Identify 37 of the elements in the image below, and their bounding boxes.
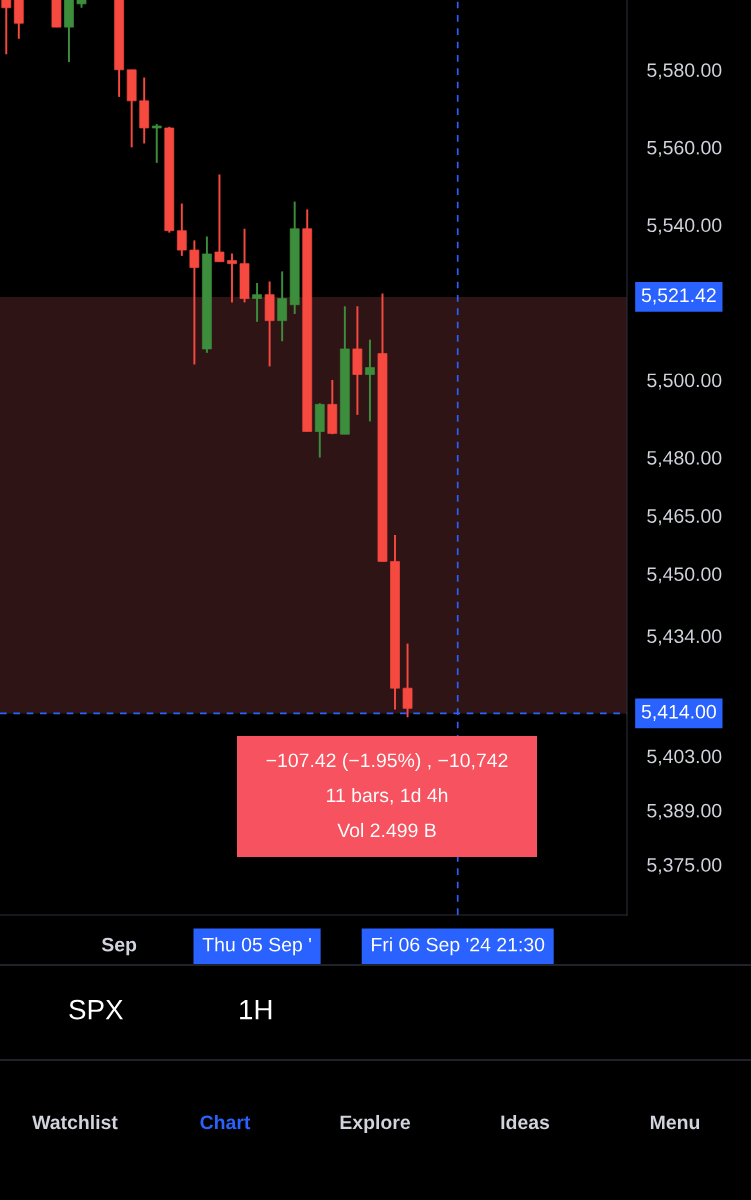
candlestick — [189, 239, 200, 366]
y-tick-label: 5,465.00 — [647, 509, 722, 526]
candlestick — [227, 252, 237, 304]
y-tick-label: 5,434.00 — [647, 629, 722, 646]
candlestick — [13, 0, 24, 40]
candlestick — [1, 0, 12, 56]
x-tick-label: Thu 05 Sep ' — [202, 937, 311, 956]
text: 1H — [240, 1000, 272, 1020]
y-tick-label: 5,500.00 — [647, 373, 722, 390]
y-tick-label: 5,560.00 — [647, 140, 722, 157]
y-tick-label: 5,450.00 — [647, 567, 722, 584]
y-tick-label: 5,480.00 — [647, 450, 722, 468]
text: SPX — [69, 999, 123, 1020]
text: Explore — [340, 1114, 410, 1134]
candlestick — [402, 642, 413, 719]
text: Watchlist — [32, 1114, 118, 1130]
y-tick-label: 5,403.00 — [647, 749, 722, 766]
annotation: −107.42 (−1.95%) , −10,742 — [266, 752, 508, 772]
ref-line-label: 5,414.00 — [641, 704, 716, 721]
y-tick-label: 5,580.00 — [647, 63, 722, 80]
text: Menu — [650, 1115, 700, 1130]
band-label: 5,521.42 — [641, 288, 716, 305]
text: Ideas — [501, 1114, 550, 1130]
candlestick — [151, 123, 162, 164]
annotation: Vol 2.499 B — [337, 822, 436, 838]
text: Chart — [200, 1114, 251, 1130]
candlestick — [176, 202, 187, 257]
y-tick-label: 5,540.00 — [647, 218, 722, 235]
y-tick-label: 5,389.00 — [647, 803, 722, 820]
x-tick-label: Sep — [101, 937, 137, 956]
candlestick — [214, 173, 225, 263]
candlestick — [252, 282, 262, 323]
y-tick-label: 5,375.00 — [647, 858, 722, 875]
x-tick-label: Fri 06 Sep '24 21:30 — [372, 937, 545, 956]
candlestick — [277, 270, 288, 343]
annotation: 11 bars, 1d 4h — [327, 787, 448, 805]
candlestick — [365, 338, 375, 423]
